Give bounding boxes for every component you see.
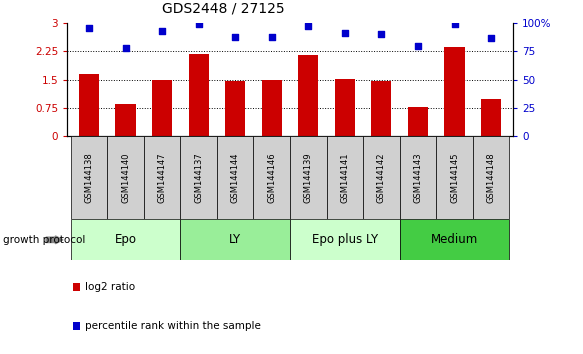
Bar (335, 79, 355, 136)
Bar (326, 136, 363, 219)
Point (194, 21, 203, 27)
Bar (400, 219, 510, 260)
Bar (180, 219, 290, 260)
Point (413, 43, 423, 48)
Bar (144, 136, 180, 219)
Point (85, 25, 94, 30)
Point (450, 21, 459, 27)
Bar (436, 136, 473, 219)
Point (340, 30, 350, 36)
Point (267, 34, 276, 39)
Bar (473, 136, 510, 219)
Bar (79, 74, 99, 136)
Bar (225, 81, 245, 136)
Bar (107, 136, 144, 219)
Bar (290, 219, 400, 260)
Bar (71, 136, 107, 219)
Bar (254, 136, 290, 219)
Text: GSM144139: GSM144139 (304, 153, 313, 203)
Point (230, 34, 240, 39)
Text: GSM144143: GSM144143 (413, 153, 423, 203)
Text: GSM144146: GSM144146 (267, 153, 276, 203)
Text: GSM144141: GSM144141 (340, 153, 349, 203)
Point (157, 28, 167, 34)
Bar (73, 283, 80, 291)
Text: LY: LY (229, 233, 241, 246)
Bar (152, 80, 172, 136)
Bar (115, 104, 136, 136)
Bar (217, 136, 254, 219)
Bar (371, 81, 392, 136)
Point (486, 35, 496, 41)
Text: GSM144148: GSM144148 (487, 153, 496, 203)
Text: Medium: Medium (431, 233, 478, 246)
Bar (73, 322, 80, 330)
Bar (71, 219, 180, 260)
Bar (180, 136, 217, 219)
Bar (444, 47, 465, 136)
FancyArrow shape (46, 236, 63, 244)
Text: Epo: Epo (114, 233, 136, 246)
Point (121, 45, 130, 51)
Text: GSM144138: GSM144138 (85, 153, 93, 203)
Text: GSM144144: GSM144144 (231, 153, 240, 203)
Text: log2 ratio: log2 ratio (85, 282, 135, 292)
Text: percentile rank within the sample: percentile rank within the sample (85, 321, 261, 331)
Text: GDS2448 / 27125: GDS2448 / 27125 (162, 2, 285, 16)
Bar (290, 136, 326, 219)
Point (377, 32, 386, 37)
Point (304, 24, 313, 29)
Text: GSM144137: GSM144137 (194, 153, 203, 203)
Bar (408, 107, 428, 136)
Text: GSM144142: GSM144142 (377, 153, 386, 203)
Bar (400, 136, 436, 219)
Text: Epo plus LY: Epo plus LY (312, 233, 378, 246)
Text: growth protocol: growth protocol (3, 235, 85, 245)
Text: GSM144140: GSM144140 (121, 153, 130, 203)
Bar (188, 55, 209, 136)
Text: GSM144147: GSM144147 (157, 153, 167, 203)
Bar (481, 98, 501, 136)
Bar (298, 55, 318, 136)
Text: GSM144145: GSM144145 (450, 153, 459, 203)
Bar (262, 80, 282, 136)
Bar (363, 136, 400, 219)
